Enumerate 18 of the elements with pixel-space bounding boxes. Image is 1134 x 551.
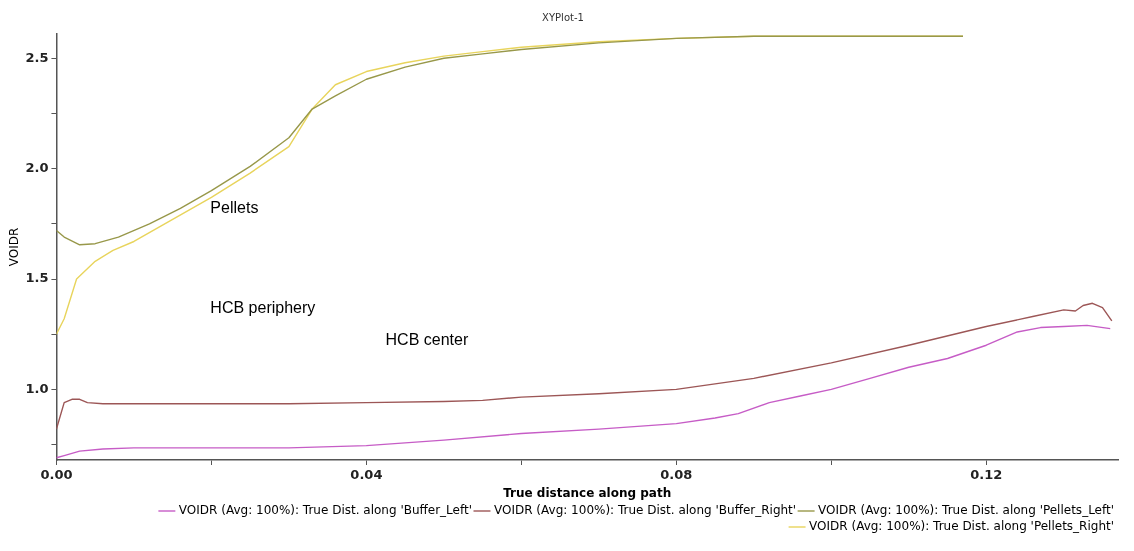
- x-axis-title: True distance along path: [503, 485, 672, 500]
- x-tick-label: 0.08: [660, 467, 693, 483]
- text: 2.0: [25, 160, 49, 176]
- x-tick-label: 0.12: [970, 467, 1003, 483]
- legend-label: VOIDR (Avg: 100%): True Dist. along 'Buffer_Left': [178, 503, 472, 518]
- annotation: Pellets: [210, 199, 259, 217]
- y-axis-title: VOIDR: [7, 227, 22, 267]
- x-tick-label: 0.04: [350, 467, 383, 483]
- text: 0.00: [40, 467, 73, 483]
- y-tick-label: 1.5: [25, 270, 49, 286]
- y-tick-label: 2.5: [25, 49, 49, 65]
- legend-label: VOIDR (Avg: 100%): True Dist. along 'Pellets_Right': [809, 519, 1115, 534]
- legend-label: VOIDR (Avg: 100%): True Dist. along 'Pellets_Left': [818, 503, 1114, 518]
- legend-label: VOIDR (Avg: 100%): True Dist. along 'Buffer_Right': [493, 503, 797, 518]
- text: 1.0: [25, 380, 49, 396]
- annotation: HCB center: [385, 331, 469, 349]
- annotation: HCB periphery: [210, 299, 316, 317]
- chart-title: XYPlot-1: [542, 11, 584, 23]
